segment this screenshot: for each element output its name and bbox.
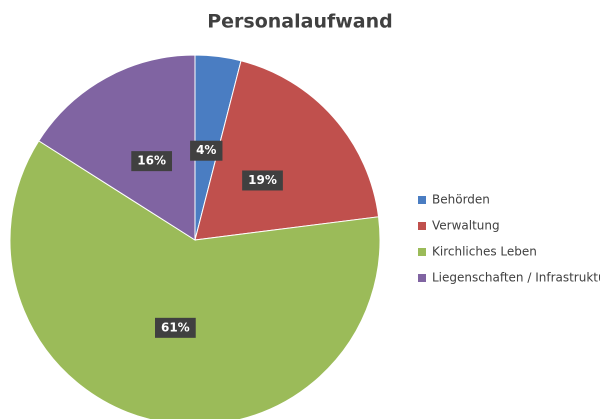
data-label: 4% [190,140,223,161]
legend-label: Kirchliches Leben [432,245,537,259]
data-label-box [154,317,196,338]
data-label-text: 16% [137,154,166,168]
pie-slice [38,54,196,241]
legend-label: Liegenschaften / Infrastruktur [432,271,600,285]
legend-swatch [418,222,426,230]
data-label: 16% [131,151,173,172]
data-label-text: 19% [248,173,277,187]
legend-label: Verwaltung [432,219,500,233]
data-label: 19% [242,170,283,191]
pie-slice [9,140,381,419]
pie-slice [194,60,380,241]
data-label-text: 61% [161,320,190,334]
legend-swatch [418,196,426,204]
legend-label: Behörden [432,193,490,207]
data-label: 61% [154,317,196,338]
chart-title: Personalaufwand [207,11,393,33]
legend-swatch [418,248,426,256]
data-label-box [190,140,223,161]
data-label-text: 4% [196,143,216,157]
data-label-box [131,151,173,172]
data-label-box [242,170,283,191]
legend-swatch [418,274,426,282]
